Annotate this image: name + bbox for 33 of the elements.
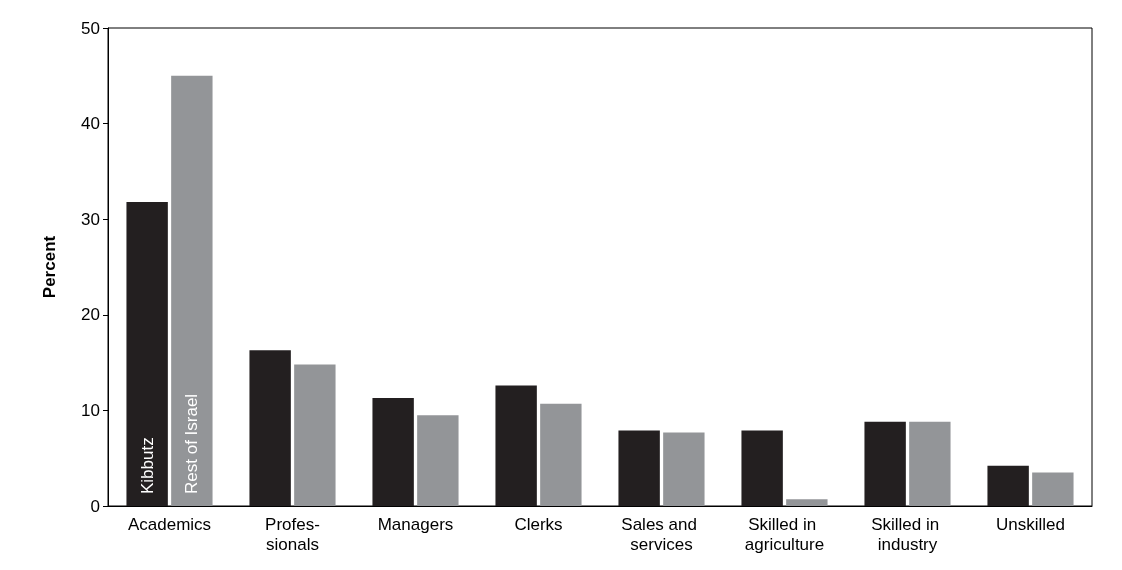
y-tick-label: 40: [81, 114, 100, 134]
y-tick-label: 0: [90, 496, 100, 516]
bar: [171, 75, 213, 506]
bar: [417, 415, 459, 506]
bar: [294, 364, 336, 506]
x-tick-label: Academics: [127, 514, 212, 534]
bar: [741, 430, 783, 506]
bar: [987, 465, 1029, 506]
x-tick-label: Skilled in agriculture: [744, 514, 825, 554]
x-tick-label: Skilled in industry: [871, 514, 944, 554]
x-tick-label: Profes- sionals: [265, 514, 320, 554]
bar: [786, 499, 828, 506]
bar: [126, 201, 168, 506]
y-axis-title: Percent: [40, 235, 59, 299]
y-tick-label: 20: [81, 305, 100, 325]
bar: [618, 430, 660, 506]
bar: [864, 421, 906, 506]
y-tick-label: 30: [81, 209, 100, 229]
bar: [540, 403, 582, 506]
y-tick-label: 10: [81, 400, 100, 420]
bar: [1032, 472, 1074, 506]
bar: [372, 397, 414, 506]
bar: [249, 350, 291, 506]
series-label: Kibbutz: [137, 437, 157, 494]
bar: [663, 432, 705, 506]
bar: [909, 421, 951, 506]
x-tick-label: Unskilled: [996, 514, 1065, 534]
x-tick-label: Clerks: [514, 514, 563, 534]
series-label: Rest of Israel: [182, 393, 202, 494]
bar: [495, 385, 537, 506]
x-tick-label: Managers: [377, 514, 454, 534]
y-tick-label: 50: [81, 18, 100, 38]
x-tick-label: Sales and services: [621, 514, 702, 554]
